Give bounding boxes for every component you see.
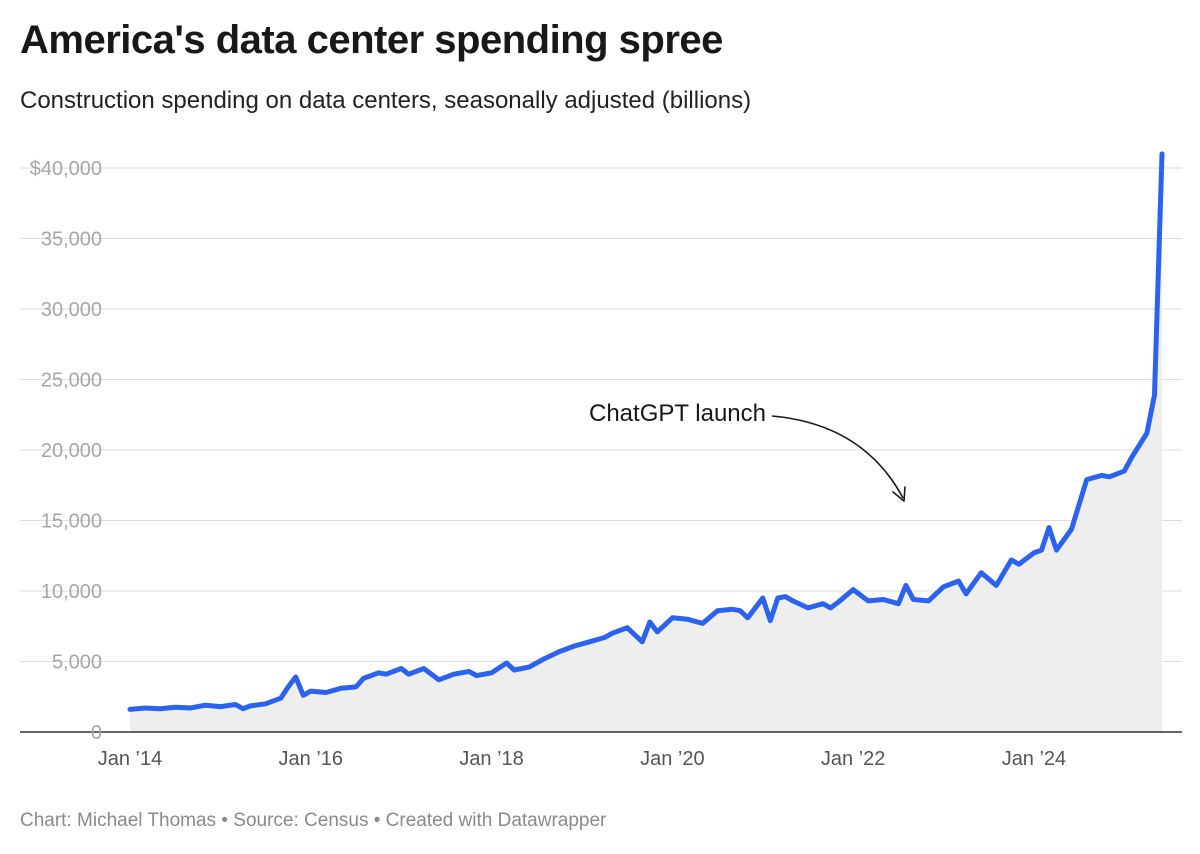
line-chart: 0 5,000 10,000 15,000 20,000 25,000 30,000 35,0… [20, 151, 1182, 770]
annotation: ChatGPT launch [589, 400, 906, 502]
annotation-arrowhead [892, 486, 906, 502]
series-line [127, 151, 1165, 712]
x-tick-label: Jan ’14 [98, 748, 163, 770]
area-fill [130, 153, 1162, 732]
y-tick-label: $40,000 [30, 158, 102, 180]
chart-subtitle: Construction spending on data centers, s… [20, 87, 752, 114]
y-tick-label: 20,000 [41, 440, 102, 462]
y-tick-label: 25,000 [41, 370, 102, 392]
x-tick-label: Jan ’20 [640, 748, 705, 770]
gridlines [20, 167, 1182, 662]
annotation-arrow [771, 415, 904, 499]
x-axis-ticks: Jan ’14 Jan ’16 Jan ’18 Jan ’20 Jan ’22 Jan ’… [98, 748, 1066, 770]
y-tick-label: 10,000 [41, 581, 102, 603]
x-tick-label: Jan ’22 [821, 748, 886, 770]
y-tick-label: 15,000 [41, 511, 102, 533]
y-tick-label: 0 [91, 722, 102, 744]
annotation-label: ChatGPT launch [589, 400, 766, 427]
y-tick-label: 30,000 [41, 299, 102, 321]
chart-footer-credit: Chart: Michael Thomas • Source: Census •… [20, 810, 607, 831]
chart-title: America's data center spending spree [20, 18, 723, 62]
y-tick-label: 35,000 [41, 229, 102, 251]
x-tick-label: Jan ’16 [279, 748, 344, 770]
x-tick-label: Jan ’18 [459, 748, 524, 770]
y-axis-ticks: 0 5,000 10,000 15,000 20,000 25,000 30,000 35,0… [30, 158, 102, 744]
y-tick-label: 5,000 [52, 652, 102, 674]
x-tick-label: Jan ’24 [1002, 748, 1067, 770]
